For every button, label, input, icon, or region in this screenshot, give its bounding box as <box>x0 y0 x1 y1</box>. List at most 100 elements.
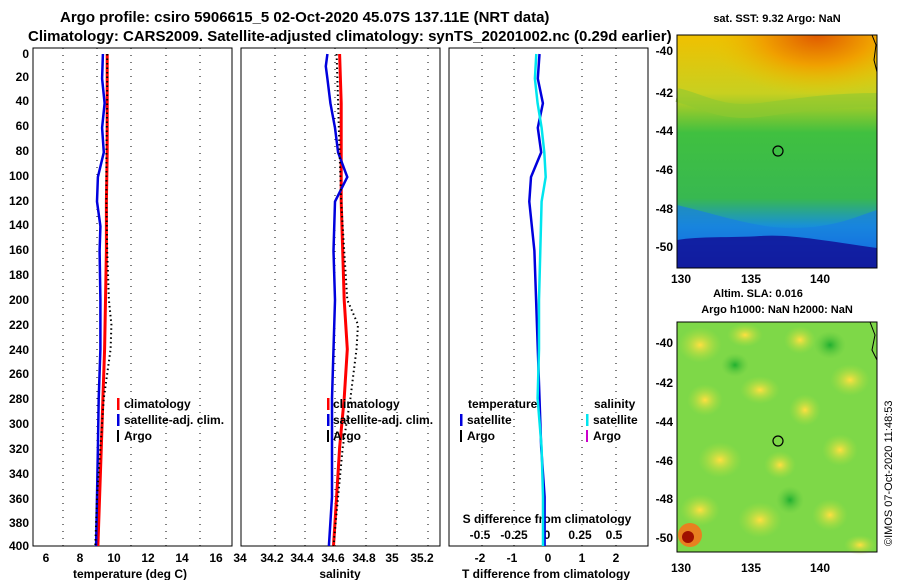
s-difference-tick: 0 <box>544 528 551 542</box>
difference-series <box>528 53 547 546</box>
depth-tick: 200 <box>9 293 29 307</box>
legend-swatch-t-argo <box>460 430 462 442</box>
legend-swatch-climatology <box>117 398 120 410</box>
legend-swatch-argo <box>327 430 329 442</box>
salinity-satellite-line <box>324 53 349 547</box>
temperature-series <box>94 53 113 547</box>
salinity-tick: 34.4 <box>290 551 314 565</box>
legend-label-climatology: climatology <box>333 397 400 411</box>
sst-map-yticks: -40 -42 -44 -46 -48 -50 <box>656 44 674 254</box>
temperature-ticks: 6 8 10 12 14 16 <box>43 551 223 565</box>
legend-label-t-satellite: satellite <box>467 413 512 427</box>
difference-tick: 2 <box>613 551 620 565</box>
difference-tick: -2 <box>475 551 486 565</box>
legend-label-satellite: satellite-adj. clim. <box>333 413 433 427</box>
legend-swatch-s-satellite <box>586 414 589 426</box>
sst-argo-location-marker <box>772 145 784 157</box>
sla-map-yticks: -40 -42 -44 -46 -48 -50 <box>656 336 674 545</box>
sst-lon-tick: 130 <box>671 272 691 286</box>
difference-xlabel: T difference from climatology <box>462 567 630 580</box>
sst-lat-tick: -42 <box>656 86 674 100</box>
legend-swatch-argo <box>117 430 119 442</box>
depth-tick: 260 <box>9 367 29 381</box>
difference-ticks: -2 -1 0 1 2 <box>475 551 620 565</box>
temperature-tick: 16 <box>209 551 223 565</box>
depth-tick: 20 <box>16 70 30 84</box>
legend-swatch-satellite <box>117 414 120 426</box>
legend-label-s-argo: Argo <box>593 429 621 443</box>
depth-tick: 300 <box>9 417 29 431</box>
depth-tick: 360 <box>9 492 29 506</box>
depth-tick: 380 <box>9 516 29 530</box>
legend-swatch-climatology <box>327 398 330 410</box>
sst-lat-tick: -50 <box>656 240 674 254</box>
depth-tick: 320 <box>9 442 29 456</box>
temperature-legend: climatology satellite-adj. clim. Argo <box>117 397 224 443</box>
depth-tick: 60 <box>16 119 30 133</box>
temperature-tick: 10 <box>107 551 121 565</box>
legend-label-t-argo: Argo <box>467 429 495 443</box>
sla-map-title-line2: Argo h1000: NaN h2000: NaN <box>701 304 853 316</box>
s-difference-tick: -0.5 <box>470 528 491 542</box>
s-difference-tick: 0.5 <box>606 528 623 542</box>
salinity-climatology-line <box>332 53 349 547</box>
legend-label-argo: Argo <box>124 429 152 443</box>
legend-title-temperature: temperature <box>468 397 538 411</box>
legend-title-salinity: salinity <box>594 397 636 411</box>
depth-tick: 220 <box>9 318 29 332</box>
figure-title-line2: Climatology: CARS2009. Satellite-adjuste… <box>28 28 672 45</box>
temperature-tick: 6 <box>43 551 50 565</box>
sla-map <box>676 321 878 555</box>
difference-tick: 0 <box>545 551 552 565</box>
sst-lon-tick: 135 <box>741 272 761 286</box>
legend-label-climatology: climatology <box>124 397 191 411</box>
salinity-tick: 34.8 <box>352 551 376 565</box>
depth-tick: 140 <box>9 218 29 232</box>
sst-lon-tick: 140 <box>810 272 830 286</box>
salinity-ticks: 34 34.2 34.4 34.6 34.8 35 35.2 <box>233 551 434 565</box>
salinity-tick: 35 <box>385 551 399 565</box>
depth-tick: 120 <box>9 194 29 208</box>
imos-credit: ©IMOS 07-Oct-2020 11:48:53 <box>883 401 895 546</box>
sla-lat-tick: -44 <box>656 415 674 429</box>
figure-title-line1: Argo profile: csiro 5906615_5 02-Oct-202… <box>60 9 549 26</box>
sla-lat-tick: -48 <box>656 492 674 506</box>
difference-legend: temperature satellite Argo salinity sate… <box>460 397 638 443</box>
sst-map-xticks: 130 135 140 <box>671 272 830 286</box>
s-difference-tick: 0.25 <box>568 528 592 542</box>
sla-lon-tick: 140 <box>810 561 830 575</box>
depth-tick: 340 <box>9 467 29 481</box>
depth-tick: 240 <box>9 343 29 357</box>
sla-lat-tick: -40 <box>656 336 674 350</box>
sla-map-xticks: 130 135 140 <box>671 561 830 575</box>
depth-tick: 400 <box>9 539 29 553</box>
temperature-argo-line <box>94 54 113 547</box>
legend-label-argo: Argo <box>333 429 361 443</box>
sst-map-title: sat. SST: 9.32 Argo: NaN <box>713 13 840 25</box>
depth-axis: 0 20 40 60 80 100 120 140 160 180 200 22… <box>9 47 29 553</box>
salinity-argo-line <box>332 53 360 547</box>
legend-swatch-s-argo <box>586 430 588 442</box>
salinity-tick: 35.2 <box>410 551 434 565</box>
sst-lat-tick: -46 <box>656 163 674 177</box>
depth-tick: 40 <box>16 94 30 108</box>
temperature-satellite-line <box>94 53 106 547</box>
sst-map <box>675 34 878 269</box>
depth-tick: 280 <box>9 392 29 406</box>
difference-tick: 1 <box>579 551 586 565</box>
difference-tick: -1 <box>507 551 518 565</box>
legend-swatch-t-satellite <box>460 414 463 426</box>
sla-lon-tick: 130 <box>671 561 691 575</box>
salinity-tick: 34.2 <box>260 551 284 565</box>
salinity-xlabel: salinity <box>319 567 361 580</box>
temperature-tick: 8 <box>77 551 84 565</box>
sla-lat-tick: -50 <box>656 531 674 545</box>
difference-salinity-satellite-line <box>533 53 547 546</box>
sst-lat-tick: -40 <box>656 44 674 58</box>
depth-tick: 100 <box>9 169 29 183</box>
salinity-tick: 34 <box>233 551 247 565</box>
s-difference-tick: -0.25 <box>500 528 528 542</box>
temperature-tick: 14 <box>175 551 189 565</box>
sst-lat-tick: -48 <box>656 202 674 216</box>
